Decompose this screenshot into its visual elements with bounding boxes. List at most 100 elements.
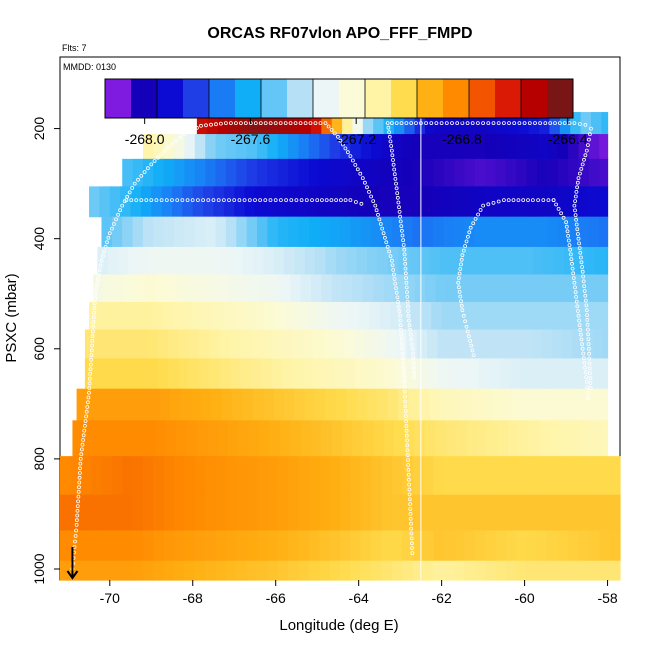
heatmap-cell: [284, 388, 295, 421]
heatmap-cell: [508, 112, 519, 135]
track-point: [96, 277, 100, 282]
heatmap-cell: [391, 134, 403, 160]
heatmap-cell: [547, 134, 559, 160]
track-point: [209, 122, 213, 127]
heatmap-cell: [342, 112, 354, 135]
track-point: [410, 346, 415, 351]
heatmap-cell: [495, 134, 507, 160]
heatmap-layer: [60, 112, 621, 581]
heatmap-cell: [551, 358, 563, 390]
heatmap-cell: [225, 134, 237, 160]
track-point: [343, 146, 348, 151]
track-point: [465, 234, 470, 239]
x-tick-label: -64: [349, 590, 369, 606]
heatmap-cell: [425, 112, 437, 135]
track-point: [397, 209, 402, 214]
track-point: [78, 466, 82, 471]
track-point: [258, 121, 263, 125]
heatmap-cell: [190, 388, 202, 421]
heatmap-cell: [342, 274, 354, 303]
track-point: [564, 220, 568, 225]
heatmap-cell: [545, 301, 557, 331]
heatmap-cell: [474, 216, 486, 248]
heatmap-cell: [321, 420, 333, 457]
track-point: [577, 323, 582, 328]
heatmap-cell: [568, 530, 580, 562]
heatmap-cell: [568, 456, 580, 496]
track-point: [486, 121, 491, 125]
heatmap-cell: [174, 158, 186, 187]
heatmap-cell: [174, 560, 186, 581]
track-point: [407, 497, 412, 502]
track-point: [76, 489, 81, 494]
heatmap-cell: [557, 560, 569, 581]
heatmap-cell: [416, 329, 428, 360]
track-point: [319, 198, 324, 203]
heatmap-cell: [516, 134, 528, 160]
heatmap-cell: [331, 420, 343, 457]
heatmap-cell: [215, 456, 227, 496]
track-point: [512, 121, 517, 125]
heatmap-cell: [221, 246, 233, 276]
heatmap-cell: [454, 494, 466, 532]
track-point: [579, 332, 583, 337]
heatmap-cell: [358, 186, 370, 218]
heatmap-cell: [561, 329, 573, 360]
heatmap-cell: [418, 246, 430, 276]
heatmap-cell: [476, 420, 488, 457]
heatmap-cell: [95, 358, 107, 390]
heatmap-cell: [385, 358, 397, 390]
track-point: [559, 211, 563, 216]
track-point: [399, 224, 404, 229]
heatmap-cell: [478, 358, 490, 390]
heatmap-cell: [128, 246, 140, 276]
track-point: [580, 162, 585, 167]
track-point: [461, 313, 466, 318]
track-point: [459, 299, 463, 304]
x-axis: -70 -68 -66 -64 -62 -60 -58: [100, 580, 618, 606]
heatmap-cell: [196, 112, 208, 135]
track-point: [88, 362, 93, 367]
heatmap-cell: [551, 329, 563, 360]
heatmap-cell: [609, 560, 621, 581]
heatmap-cell: [122, 456, 134, 496]
track-point: [343, 198, 348, 203]
track-point: [405, 290, 409, 295]
y-axis-label: PSXC (mbar): [3, 273, 20, 362]
track-point: [73, 539, 77, 544]
heatmap-cell: [564, 388, 575, 421]
heatmap-cell: [352, 112, 364, 135]
heatmap-cell: [568, 560, 580, 581]
heatmap-cell: [304, 388, 316, 421]
heatmap-cell: [495, 216, 507, 248]
track-point: [578, 122, 582, 126]
heatmap-cell: [495, 158, 507, 187]
heatmap-cell: [572, 329, 584, 360]
track-point: [329, 127, 334, 132]
track-point: [536, 198, 540, 203]
track-point: [470, 348, 475, 353]
track-point: [573, 290, 578, 295]
heatmap-cell: [232, 246, 244, 276]
heatmap-cell: [408, 388, 420, 421]
track-point: [585, 317, 590, 322]
track-point: [278, 121, 283, 125]
colorbar-swatch: [287, 79, 314, 118]
heatmap-cell: [559, 420, 571, 457]
track-point: [458, 267, 463, 271]
heatmap-cell: [238, 274, 250, 303]
heatmap-cell: [188, 358, 200, 390]
heatmap-cell: [588, 456, 600, 496]
heatmap-cell: [91, 530, 103, 562]
track-point: [414, 121, 418, 125]
heatmap-cell: [460, 388, 472, 421]
heatmap-cell: [236, 216, 248, 248]
heatmap-cell: [414, 274, 426, 303]
track-point: [578, 327, 583, 332]
heatmap-cell: [557, 158, 569, 187]
track-point: [353, 200, 358, 204]
heatmap-cell: [389, 301, 401, 331]
heatmap-cell: [313, 329, 325, 360]
heatmap-cell: [597, 301, 609, 331]
heatmap-cell: [194, 158, 206, 187]
